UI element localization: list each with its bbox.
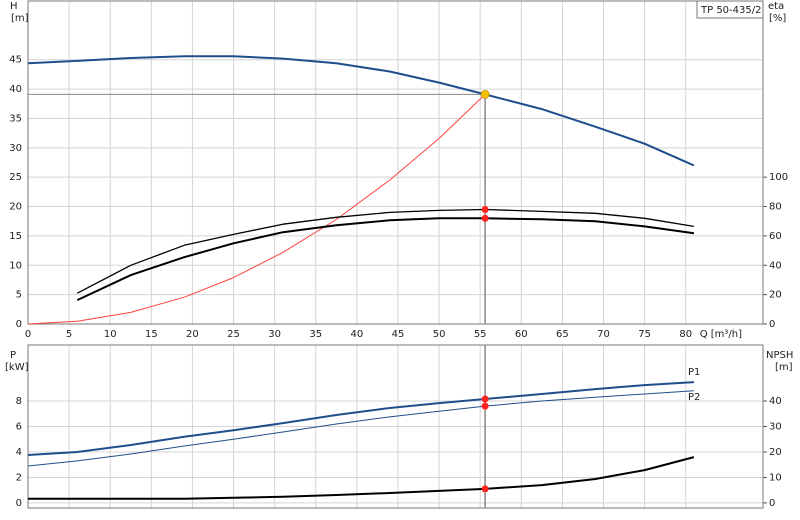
duty-point [480,89,490,99]
y-tick-label: 8 [16,396,22,407]
x-tick-label: 25 [227,329,240,340]
series-label: P2 [688,392,700,403]
y-tick-label: 20 [9,202,22,213]
y-tick-label: 2 [16,472,22,483]
y-axis-label: P [10,350,16,361]
y2-tick-label: 30 [769,422,782,433]
series-line [76,217,695,302]
operating-dot [481,485,489,493]
series-line [27,381,694,456]
y2-tick-label: 0 [769,498,775,509]
operating-dot [481,214,489,222]
y2-tick-label: 20 [769,290,782,301]
x-tick-label: 0 [25,329,31,340]
y-tick-label: 0 [16,498,22,509]
operating-dot [481,205,489,213]
y-tick-label: 6 [16,422,22,433]
y2-tick-label: 10 [769,472,782,483]
y-axis-label: H [10,1,18,12]
y2-tick-label: 40 [769,396,782,407]
y-tick-label: 15 [9,231,22,242]
series-line [27,390,694,467]
plot-frame [27,0,764,325]
y-tick-label: 4 [16,447,22,458]
y2-tick-label: 100 [769,172,788,183]
y2-tick-label: 20 [769,447,782,458]
y-axis-unit: [kW] [5,362,29,373]
x-axis-label: Q [m³/h] [700,329,742,340]
operating-dot [481,395,489,403]
y2-axis-unit: [m] [775,362,793,373]
x-tick-label: 30 [268,329,281,340]
y2-axis-label: eta [768,1,784,12]
title-box [696,0,764,19]
y2-tick-label: 80 [769,202,782,213]
y-tick-label: 5 [16,290,22,301]
x-tick-label: 60 [515,329,528,340]
y-tick-label: 30 [9,143,22,154]
x-tick-label: 35 [309,329,322,340]
x-tick-label: 5 [66,329,72,340]
x-tick-label: 20 [186,329,199,340]
x-tick-label: 50 [433,329,446,340]
x-tick-label: 45 [392,329,405,340]
x-tick-label: 40 [350,329,363,340]
series-line [27,55,695,167]
y2-tick-label: 0 [769,319,775,330]
series-line [28,456,695,500]
y2-axis-label: NPSH [766,350,793,361]
x-tick-label: 65 [556,329,569,340]
x-tick-label: 10 [104,329,117,340]
x-tick-label: 70 [597,329,610,340]
chart-title: TP 50-435/2 [700,5,761,16]
y-tick-label: 10 [9,260,22,271]
y-tick-label: 35 [9,113,22,124]
series-line [27,94,486,325]
y-tick-label: 25 [9,172,22,183]
y-axis-unit: [m] [11,13,29,24]
y2-axis-unit: [%] [769,13,786,24]
y-tick-label: 45 [9,55,22,66]
x-tick-label: 55 [474,329,487,340]
y2-tick-label: 40 [769,260,782,271]
plot-frame [27,344,764,509]
series-line [76,208,695,294]
y-tick-label: 0 [16,319,22,330]
operating-dot [481,402,489,410]
x-tick-label: 15 [145,329,158,340]
x-tick-label: 75 [638,329,651,340]
y-tick-label: 40 [9,84,22,95]
x-tick-label: 80 [679,329,692,340]
y2-tick-label: 60 [769,231,782,242]
series-label: P1 [688,367,700,378]
